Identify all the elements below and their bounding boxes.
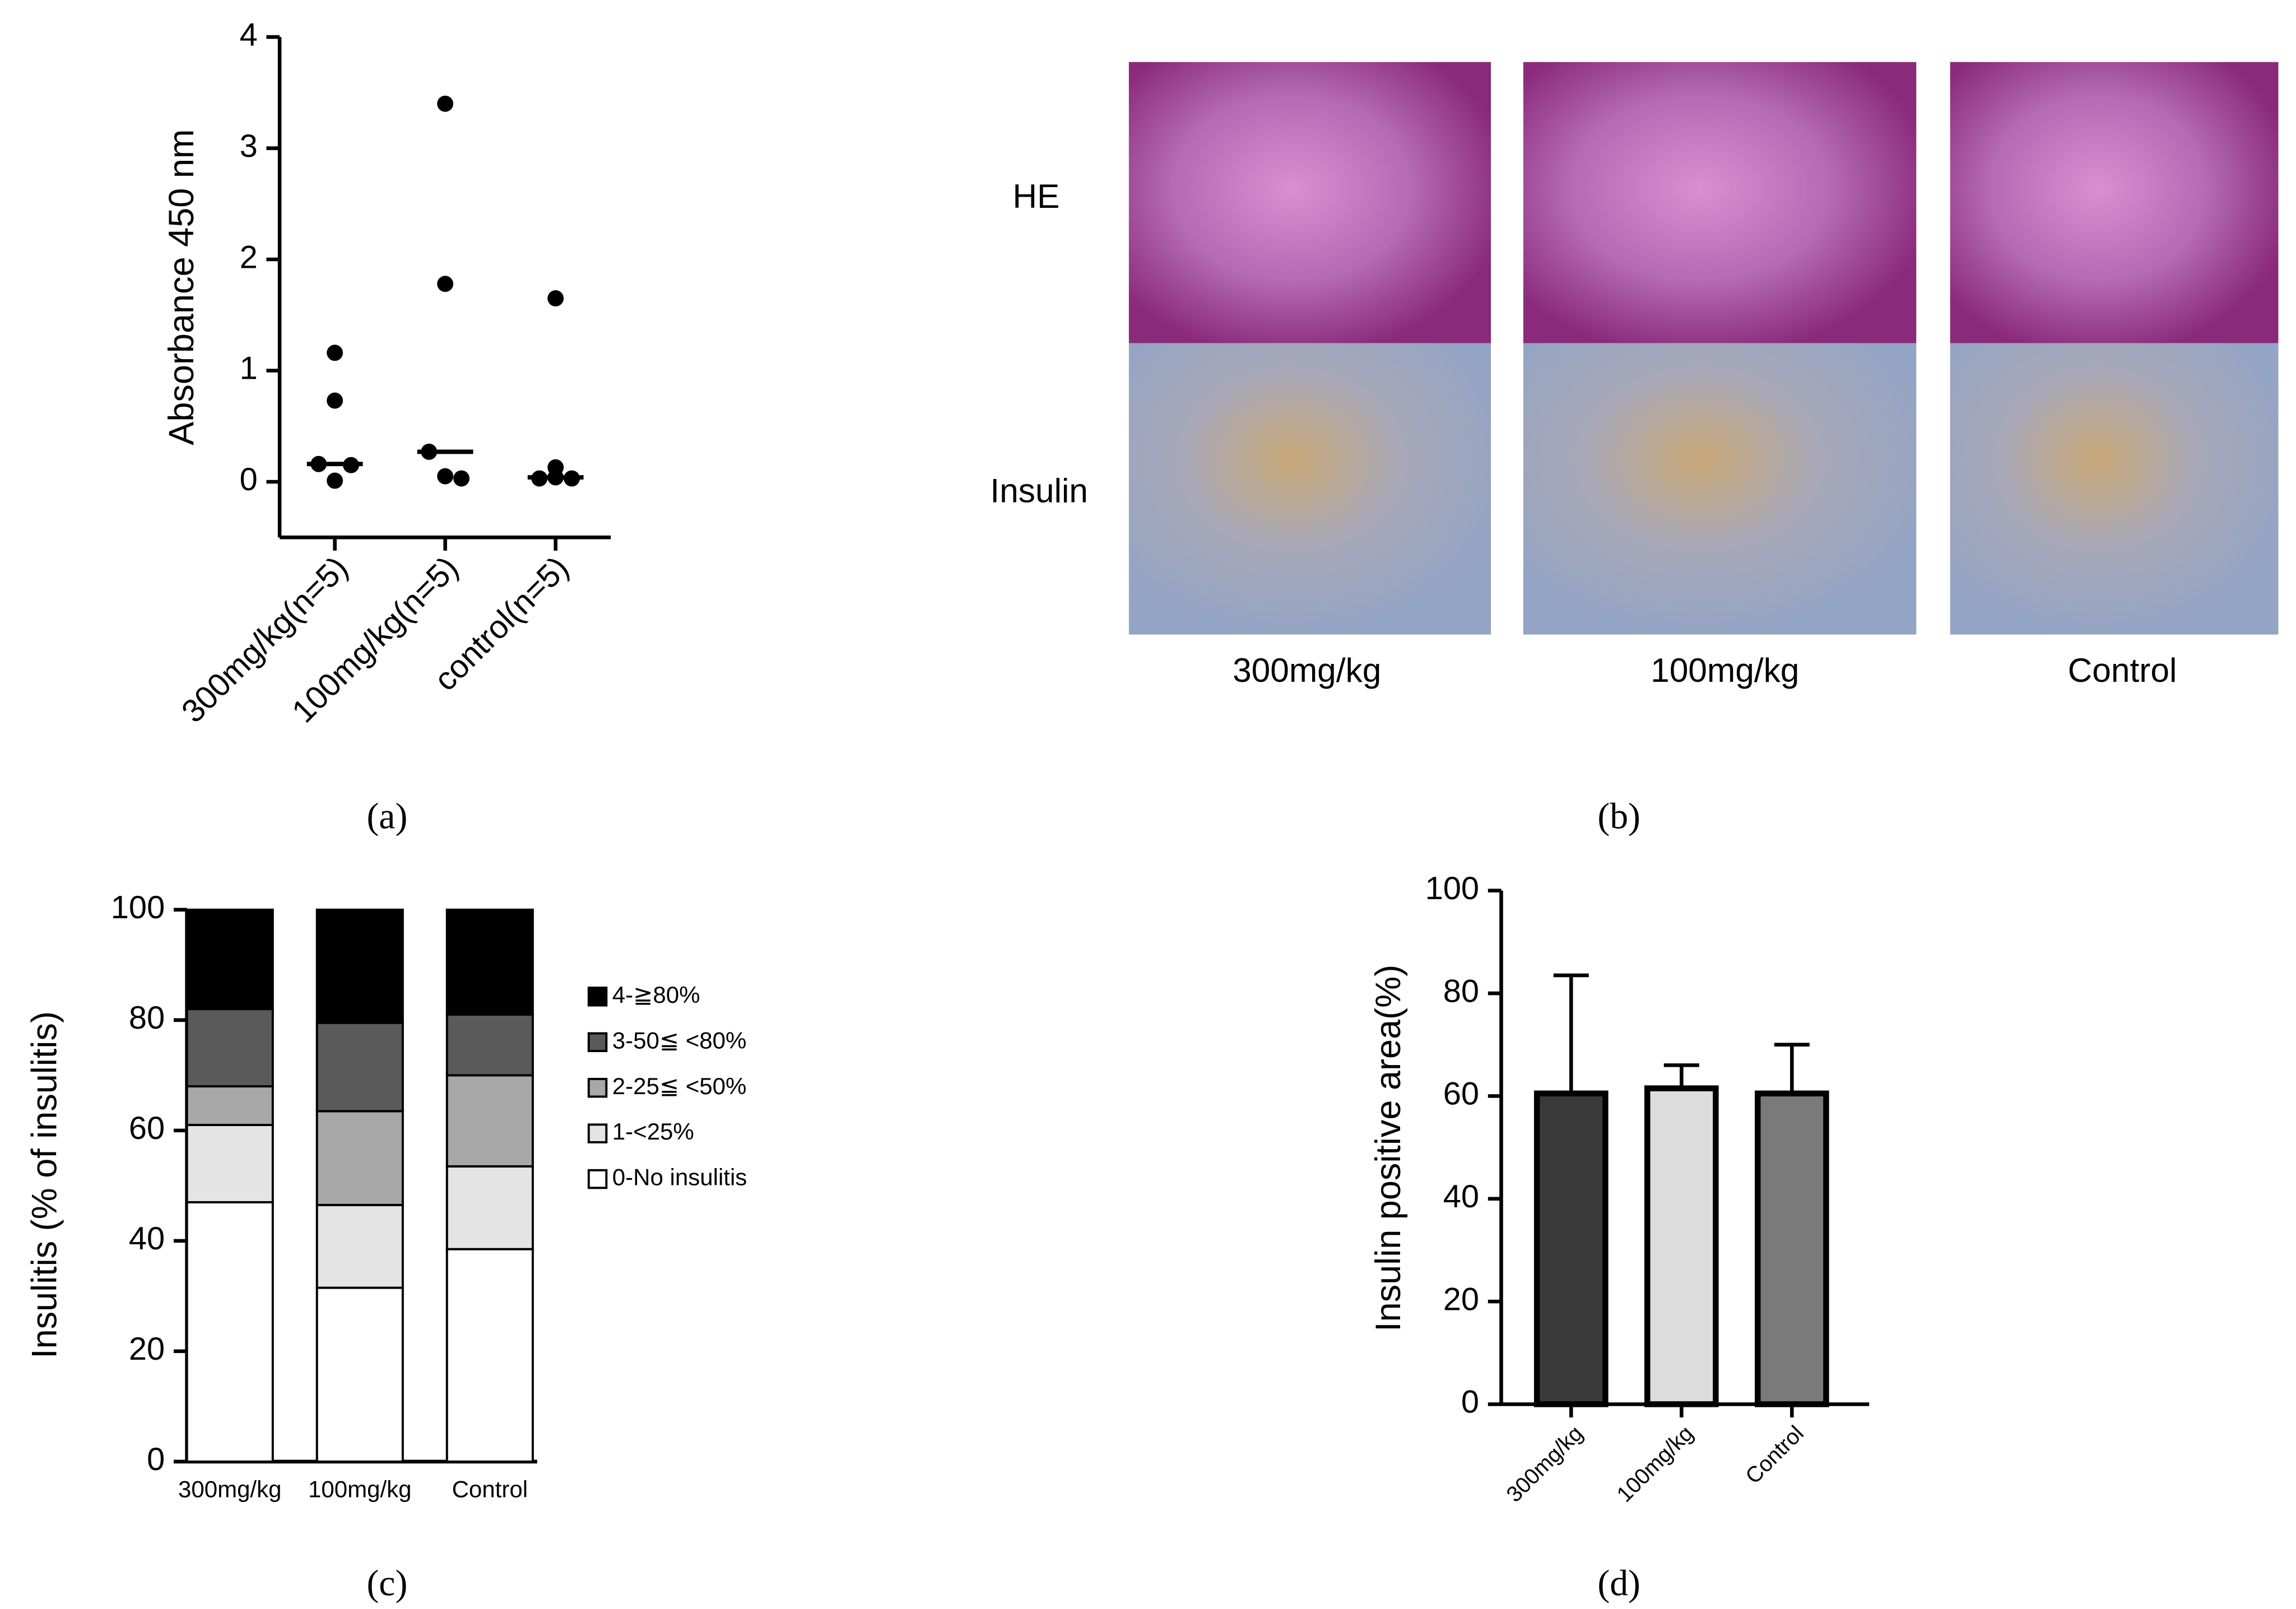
panel-label: (b) (1597, 796, 1640, 837)
y-axis-label: Absorbance 450 nm (162, 129, 201, 445)
bar-segment (445, 908, 534, 1016)
y-tick-label: 0 (240, 462, 258, 497)
micrographs (1128, 62, 2279, 635)
data-point (327, 472, 343, 489)
data-point (327, 392, 343, 409)
bar-segment (445, 1074, 534, 1168)
y-tick-label: 60 (129, 1110, 165, 1146)
y-tick-label: 100 (1425, 871, 1479, 906)
bar (1754, 1090, 1829, 1407)
data-point (453, 470, 470, 487)
legend-label: 4-≧80% (612, 982, 700, 1008)
x-tick-label: 100mg/kg (1612, 1421, 1698, 1506)
legend-swatch (587, 1032, 608, 1052)
x-tick-label: 300mg/kg (178, 1476, 282, 1503)
legend-swatch (587, 1123, 608, 1143)
x-tick-label: Control (452, 1476, 528, 1503)
bar-segment (445, 1013, 534, 1077)
y-tick-label: 80 (129, 1000, 165, 1036)
insulin-image (1950, 343, 2279, 635)
panel-label: (c) (366, 1563, 407, 1603)
bar-segment (315, 1021, 404, 1113)
row-label: Insulin (990, 471, 1088, 509)
column-label: 300mg/kg (1233, 651, 1381, 689)
bar-segment (185, 1201, 274, 1463)
legend-label: 3-50≦ <80% (612, 1027, 747, 1053)
y-tick-label: 1 (240, 351, 258, 387)
x-tick-label: Control (1741, 1421, 1809, 1489)
y-tick-label: 80 (1443, 973, 1479, 1009)
he-image (1950, 62, 2279, 343)
bar-segment (445, 1248, 534, 1463)
bar-segment (315, 1286, 404, 1463)
y-tick-label: 20 (1443, 1281, 1479, 1317)
bar-segment (185, 908, 274, 1011)
data-point (437, 95, 454, 112)
insulin-image (1523, 343, 1917, 635)
y-axis-label: Insulin positive area(%) (1369, 965, 1408, 1332)
y-tick-label: 40 (129, 1221, 165, 1257)
y-tick-label: 2 (240, 239, 258, 275)
bar-segment (315, 1110, 404, 1206)
y-tick-label: 0 (1461, 1384, 1479, 1420)
he-image (1523, 62, 1917, 343)
legend-swatch (587, 1077, 608, 1098)
panel-label: (d) (1597, 1563, 1640, 1603)
data-point (437, 468, 454, 485)
legend-swatch (587, 987, 608, 1007)
bar-segment (185, 1124, 274, 1203)
legend-swatch (587, 1169, 608, 1189)
legend-label: 2-25≦ <50% (612, 1073, 747, 1099)
y-axis-label: Insulitis (% of insulitis) (25, 1011, 64, 1359)
insulin-image (1128, 343, 1491, 635)
bar-segment (185, 1008, 274, 1088)
legend-label: 0-No insulitis (612, 1164, 747, 1191)
y-tick-label: 3 (240, 128, 258, 164)
bar (1644, 1085, 1719, 1407)
bar-segment (315, 908, 404, 1024)
bar (1533, 1090, 1609, 1407)
data-point (547, 290, 564, 306)
x-tick-label: 100mg/kg (308, 1476, 412, 1503)
row-label: HE (1012, 177, 1059, 215)
column-label: 100mg/kg (1651, 651, 1799, 689)
y-tick-label: 60 (1443, 1076, 1479, 1112)
x-tick-label: 300mg/kg (1502, 1421, 1587, 1506)
data-point (437, 276, 454, 292)
y-tick-label: 20 (129, 1331, 165, 1367)
legend-label: 1-<25% (612, 1118, 694, 1145)
bar-segment (185, 1085, 274, 1126)
y-tick-label: 40 (1443, 1179, 1479, 1215)
y-tick-label: 4 (240, 17, 258, 53)
bar-segment (315, 1203, 404, 1289)
panel-label: (a) (366, 796, 407, 837)
y-tick-label: 0 (147, 1441, 165, 1477)
he-image (1128, 62, 1491, 343)
y-tick-label: 100 (111, 890, 165, 926)
data-point (327, 345, 343, 361)
column-label: Control (2068, 651, 2177, 689)
bar-segment (445, 1165, 534, 1250)
